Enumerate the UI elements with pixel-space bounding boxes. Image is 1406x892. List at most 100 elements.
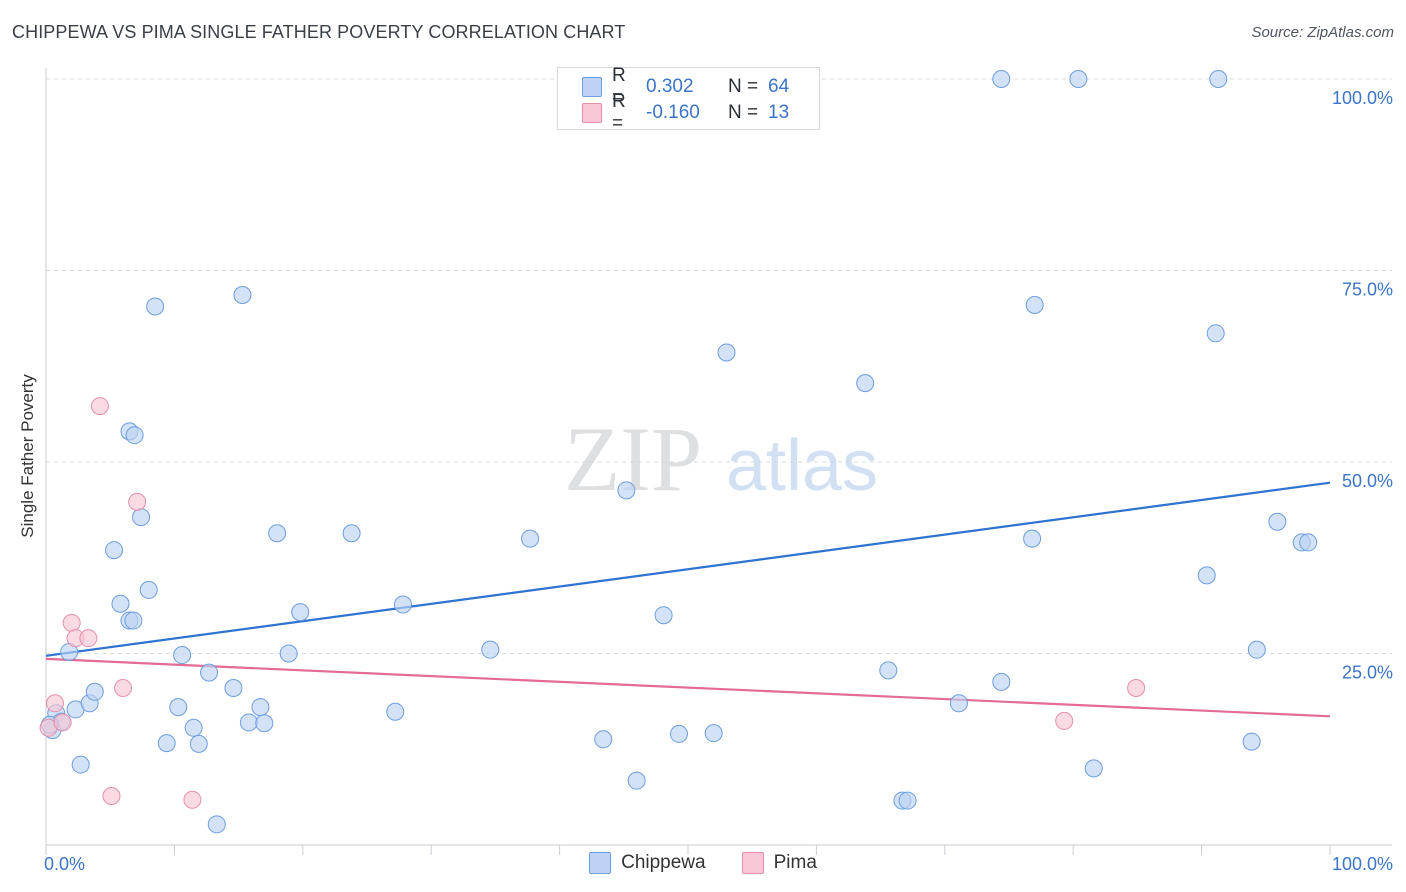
n-label: N = xyxy=(728,76,759,97)
pima-point[interactable] xyxy=(79,629,98,648)
chippewa-point[interactable] xyxy=(224,678,243,697)
legend-row-chippewa: R = 0.302 N = 64 xyxy=(582,65,790,108)
chippewa-point[interactable] xyxy=(132,508,151,527)
x-tick-label: 100.0% xyxy=(1332,854,1393,874)
chippewa-point[interactable] xyxy=(1206,324,1225,343)
n-value: 13 xyxy=(768,102,790,123)
x-tick-label: 0.0% xyxy=(44,854,85,874)
chippewa-point[interactable] xyxy=(125,426,144,445)
pima-point[interactable] xyxy=(90,397,109,416)
chippewa-point[interactable] xyxy=(670,724,689,743)
chippewa-point[interactable] xyxy=(184,718,203,737)
legend-label-chippewa: Chippewa xyxy=(621,852,706,873)
y-tick-label: 75.0% xyxy=(1342,280,1393,300)
chippewa-point[interactable] xyxy=(654,606,673,625)
chippewa-point[interactable] xyxy=(1084,759,1103,778)
chippewa-point[interactable] xyxy=(1247,640,1266,659)
pima-point[interactable] xyxy=(53,713,72,732)
n-label: N = xyxy=(728,102,759,123)
chippewa-point[interactable] xyxy=(85,682,104,701)
chippewa-point[interactable] xyxy=(992,70,1011,88)
chippewa-point[interactable] xyxy=(207,815,226,834)
chippewa-point[interactable] xyxy=(157,734,176,753)
chippewa-point[interactable] xyxy=(521,529,540,548)
pima-point[interactable] xyxy=(102,786,121,805)
chippewa-point[interactable] xyxy=(268,524,287,543)
chart-title: CHIPPEWA VS PIMA SINGLE FATHER POVERTY C… xyxy=(12,22,626,42)
chippewa-point[interactable] xyxy=(169,698,188,717)
chippewa-point[interactable] xyxy=(879,661,898,680)
legend-stats: R = 0.302 N = 64 R = -0.160 N = 13 xyxy=(557,65,820,134)
chippewa-point[interactable] xyxy=(856,374,875,393)
pima-point[interactable] xyxy=(128,492,147,511)
r-label: R = xyxy=(612,65,626,108)
chippewa-point[interactable] xyxy=(233,286,252,305)
chippewa-point[interactable] xyxy=(704,724,723,743)
chippewa-point[interactable] xyxy=(617,481,636,500)
chippewa-point[interactable] xyxy=(342,524,361,543)
chippewa-point[interactable] xyxy=(111,594,130,613)
chippewa-point[interactable] xyxy=(1069,70,1088,88)
chippewa-point[interactable] xyxy=(627,771,646,790)
chippewa-point[interactable] xyxy=(1299,533,1318,552)
chippewa-point[interactable] xyxy=(386,702,405,721)
chippewa-point[interactable] xyxy=(898,791,917,810)
chippewa-point[interactable] xyxy=(1242,732,1261,751)
chippewa-point[interactable] xyxy=(200,663,219,682)
chippewa-point[interactable] xyxy=(139,580,158,599)
chippewa-point[interactable] xyxy=(594,730,613,749)
legend-row-pima: R = -0.160 N = 13 xyxy=(582,91,790,134)
pima-trend-line xyxy=(45,657,1331,718)
chippewa-point[interactable] xyxy=(992,672,1011,691)
chippewa-point[interactable] xyxy=(393,595,412,614)
chippewa-point[interactable] xyxy=(124,611,143,630)
chippewa-point[interactable] xyxy=(717,343,736,362)
chippewa-point[interactable] xyxy=(239,713,258,732)
chippewa-point[interactable] xyxy=(279,644,298,663)
legend-item-chippewa[interactable]: Chippewa xyxy=(589,852,706,874)
chippewa-point[interactable] xyxy=(291,603,310,622)
axes xyxy=(45,68,1392,855)
chippewa-point[interactable] xyxy=(1209,70,1228,88)
chippewa-point[interactable] xyxy=(1025,295,1044,314)
r-label: R = xyxy=(612,91,626,134)
chippewa-swatch xyxy=(589,852,612,874)
chippewa-point[interactable] xyxy=(251,698,270,717)
chippewa-point[interactable] xyxy=(105,541,124,560)
legend-item-pima[interactable]: Pima xyxy=(741,852,817,874)
pima-point[interactable] xyxy=(114,678,133,697)
chippewa-point[interactable] xyxy=(71,755,90,774)
r-value: 0.302 xyxy=(646,76,694,97)
y-tick-label: 25.0% xyxy=(1342,663,1393,683)
chippewa-point[interactable] xyxy=(146,297,165,316)
grid-lines xyxy=(46,78,1392,654)
data-points xyxy=(39,70,1318,834)
chippewa-point[interactable] xyxy=(189,734,208,753)
pima-point[interactable] xyxy=(1055,711,1074,730)
legend-label-pima: Pima xyxy=(773,852,817,873)
pima-swatch xyxy=(741,852,764,874)
chippewa-point[interactable] xyxy=(1268,512,1287,531)
n-value: 64 xyxy=(768,76,790,97)
chippewa-point[interactable] xyxy=(1197,566,1216,585)
trend-lines xyxy=(45,481,1331,718)
pima-point[interactable] xyxy=(183,790,202,809)
chippewa-point[interactable] xyxy=(1023,529,1042,548)
chippewa-point[interactable] xyxy=(173,646,192,665)
chippewa-point[interactable] xyxy=(481,640,500,659)
chippewa-swatch xyxy=(582,77,602,97)
pima-point[interactable] xyxy=(1127,678,1146,697)
chippewa-point[interactable] xyxy=(949,694,968,713)
series-legend: Chippewa Pima xyxy=(0,852,1406,874)
y-tick-label: 50.0% xyxy=(1342,471,1393,491)
tick-labels: 25.0% 50.0% 75.0% 100.0% 0.0% 100.0% xyxy=(44,88,1393,874)
pima-point[interactable] xyxy=(62,613,81,632)
r-value: -0.160 xyxy=(646,102,700,123)
chippewa-point[interactable] xyxy=(255,714,274,733)
y-tick-label: 100.0% xyxy=(1332,88,1393,108)
pima-swatch xyxy=(582,103,602,123)
chippewa-trend-line xyxy=(45,481,1331,657)
pima-point[interactable] xyxy=(45,694,64,713)
watermark-atlas: atlas xyxy=(726,426,878,506)
